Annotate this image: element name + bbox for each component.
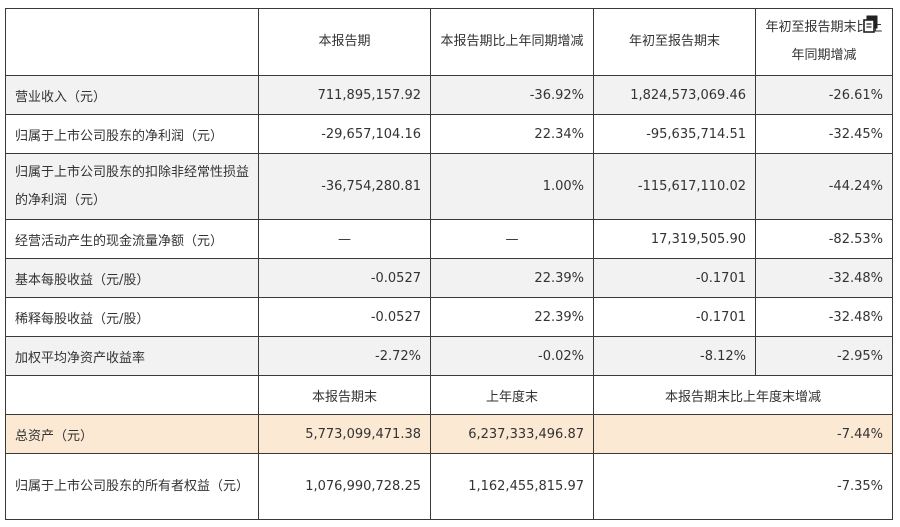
cell-value: 6,237,333,496.87 <box>430 414 594 454</box>
table-header-row: 本报告期 本报告期比上年同期增减 年初至报告期末 年初至报告期末比上年同期增减 <box>5 8 893 76</box>
cell-value: 711,895,157.92 <box>258 75 431 115</box>
row-label: 归属于上市公司股东的扣除非经常性损益的净利润（元） <box>5 153 259 220</box>
cell-value: -0.0527 <box>258 297 431 337</box>
row-label: 加权平均净资产收益率 <box>5 336 259 376</box>
cell-value: -26.61% <box>755 75 893 115</box>
cell-value: -2.95% <box>755 336 893 376</box>
cell-value: 5,773,099,471.38 <box>258 414 431 454</box>
cell-value: 1,076,990,728.25 <box>258 453 431 520</box>
cell-value: -29,657,104.16 <box>258 114 431 154</box>
row-label: 基本每股收益（元/股） <box>5 258 259 298</box>
row-label: 稀释每股收益（元/股） <box>5 297 259 337</box>
cell-value: -32.48% <box>755 258 893 298</box>
cell-value: 22.39% <box>430 297 594 337</box>
cell-value: 22.34% <box>430 114 594 154</box>
cell-value: 1.00% <box>430 153 594 220</box>
header-ytd: 年初至报告期末 <box>593 8 756 76</box>
cell-value: 17,319,505.90 <box>593 219 756 259</box>
cell-value: -0.1701 <box>593 258 756 298</box>
subheader-prior-year-end: 上年度末 <box>430 375 594 415</box>
cell-value: -0.0527 <box>258 258 431 298</box>
cell-value: — <box>430 219 594 259</box>
copy-icon[interactable] <box>862 15 880 33</box>
cell-value: -2.72% <box>258 336 431 376</box>
cell-value: -7.35% <box>593 453 893 520</box>
cell-value: -32.48% <box>755 297 893 337</box>
table-row: 归属于上市公司股东的所有者权益（元） 1,076,990,728.25 1,16… <box>5 453 893 520</box>
table-row: 加权平均净资产收益率 -2.72% -0.02% -8.12% -2.95% <box>5 336 893 376</box>
row-label: 经营活动产生的现金流量净额（元） <box>5 219 259 259</box>
cell-value: -44.24% <box>755 153 893 220</box>
table-row: 基本每股收益（元/股） -0.0527 22.39% -0.1701 -32.4… <box>5 258 893 298</box>
cell-value: -32.45% <box>755 114 893 154</box>
table-row-highlighted: 总资产（元） 5,773,099,471.38 6,237,333,496.87… <box>5 414 893 454</box>
header-current-period: 本报告期 <box>258 8 431 76</box>
financial-data-table: 本报告期 本报告期比上年同期增减 年初至报告期末 年初至报告期末比上年同期增减 … <box>5 8 893 520</box>
row-label: 归属于上市公司股东的净利润（元） <box>5 114 259 154</box>
cell-value: -8.12% <box>593 336 756 376</box>
cell-value: -82.53% <box>755 219 893 259</box>
header-current-period-yoy: 本报告期比上年同期增减 <box>430 8 594 76</box>
subheader-period-end: 本报告期末 <box>258 375 431 415</box>
table-row: 稀释每股收益（元/股） -0.0527 22.39% -0.1701 -32.4… <box>5 297 893 337</box>
table-row: 经营活动产生的现金流量净额（元） — — 17,319,505.90 -82.5… <box>5 219 893 259</box>
cell-value: 1,824,573,069.46 <box>593 75 756 115</box>
cell-value: -7.44% <box>593 414 893 454</box>
cell-value: -36,754,280.81 <box>258 153 431 220</box>
table-row: 归属于上市公司股东的净利润（元） -29,657,104.16 22.34% -… <box>5 114 893 154</box>
table-row: 营业收入（元） 711,895,157.92 -36.92% 1,824,573… <box>5 75 893 115</box>
subheader-blank-cell <box>5 375 259 415</box>
row-label: 归属于上市公司股东的所有者权益（元） <box>5 453 259 520</box>
table-row: 归属于上市公司股东的扣除非经常性损益的净利润（元） -36,754,280.81… <box>5 153 893 220</box>
cell-value: -0.02% <box>430 336 594 376</box>
cell-value: -36.92% <box>430 75 594 115</box>
row-label: 总资产（元） <box>5 414 259 454</box>
table-subheader-row: 本报告期末 上年度末 本报告期末比上年度末增减 <box>5 375 893 415</box>
subheader-change: 本报告期末比上年度末增减 <box>593 375 893 415</box>
cell-value: — <box>258 219 431 259</box>
cell-value: 1,162,455,815.97 <box>430 453 594 520</box>
cell-value: -115,617,110.02 <box>593 153 756 220</box>
cell-value: -0.1701 <box>593 297 756 337</box>
row-label: 营业收入（元） <box>5 75 259 115</box>
header-blank-cell <box>5 8 259 76</box>
cell-value: 22.39% <box>430 258 594 298</box>
cell-value: -95,635,714.51 <box>593 114 756 154</box>
